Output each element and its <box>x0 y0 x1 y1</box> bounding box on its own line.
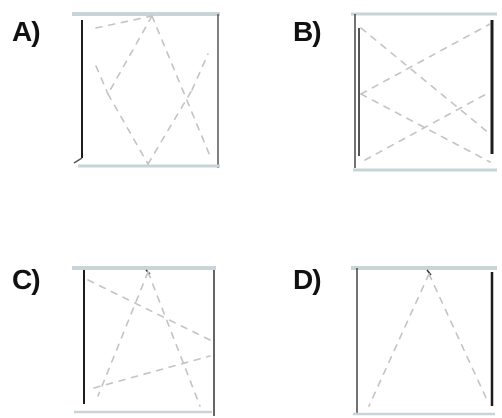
dashed-line <box>360 27 491 135</box>
dashed-line <box>368 273 430 407</box>
frame-bottom-corner <box>73 157 83 164</box>
frame-top-tick <box>426 269 432 276</box>
option-b-diagram <box>351 12 497 172</box>
option-d-label: D) <box>293 264 322 295</box>
option-d-diagram <box>351 266 497 416</box>
dashed-line <box>95 65 109 95</box>
dashed-line <box>191 53 209 91</box>
option-c-diagram <box>72 266 216 416</box>
dashed-line <box>428 273 488 401</box>
dashed-line <box>107 93 149 165</box>
dashed-line <box>364 91 491 161</box>
dashed-line <box>151 15 211 157</box>
option-a-diagram <box>72 12 220 168</box>
dashed-line <box>360 93 491 163</box>
dashed-line <box>87 279 211 341</box>
option-b-label: B) <box>293 16 322 47</box>
dashed-line <box>147 271 201 407</box>
dashed-line <box>97 271 149 397</box>
dashed-line <box>147 89 193 165</box>
dashed-line <box>95 15 153 29</box>
dashed-line <box>360 23 491 95</box>
option-c-label: C) <box>12 264 41 295</box>
dashed-line <box>107 15 153 95</box>
option-a-label: A) <box>12 16 41 47</box>
